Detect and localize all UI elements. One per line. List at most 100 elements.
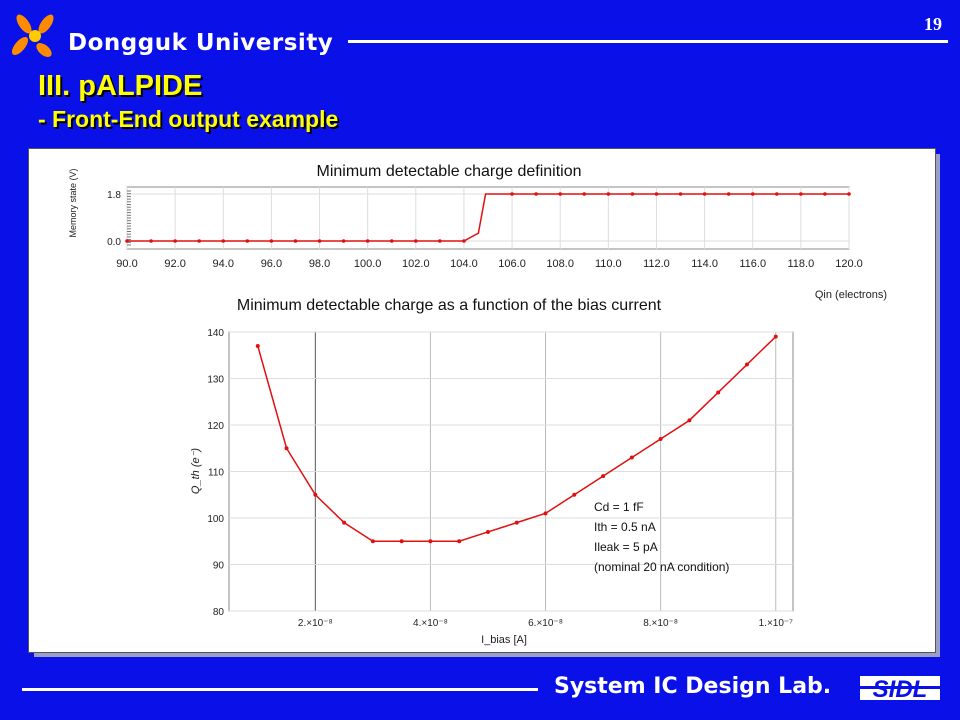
chart2-point: [284, 446, 289, 451]
chart1-point: [702, 192, 707, 196]
chart1-point: [654, 192, 659, 196]
university-logo: [11, 14, 54, 57]
figure-svg: Minimum detectable charge definition Mem…: [68, 163, 887, 646]
annotation-cd: Cd = 1 fF: [594, 500, 644, 514]
chart2-point: [716, 390, 721, 395]
chart2-xtick-label: 8.×10⁻⁸: [643, 618, 678, 629]
chart2-xtick-label: 4.×10⁻⁸: [413, 618, 448, 629]
chart1-point: [414, 239, 418, 243]
slide-title: III. pALPIDE: [38, 70, 203, 102]
chart2-point: [428, 539, 433, 544]
annotation-nominal: (nominal 20 nA condition): [594, 560, 729, 574]
chart1-xtick-label: 108.0: [546, 258, 574, 270]
chart1-series-line: [127, 193, 849, 242]
chart2-point: [543, 511, 548, 516]
chart2-xtick-label: 6.×10⁻⁸: [528, 618, 563, 629]
chart2-point: [629, 455, 634, 460]
chart1-xtick-label: 114.0: [691, 258, 718, 270]
chart1-xtick-label: 112.0: [643, 258, 670, 270]
chart1-xtick-label: 106.0: [498, 258, 526, 270]
chart2-series-line: [257, 336, 777, 542]
chart1-point: [125, 239, 129, 243]
chart2-point: [370, 539, 375, 544]
chart2-ytick-label: 100: [207, 514, 224, 525]
sidl-logo: SIDL: [860, 676, 940, 703]
chart1-ytick-label: 0.0: [107, 237, 121, 248]
chart1-xtick-label: 120.0: [835, 258, 863, 270]
chart1-title: Minimum detectable charge definition: [316, 163, 581, 180]
chart2-ytick-label: 140: [207, 328, 224, 339]
chart2-ylabel: Q_th (e⁻): [190, 448, 202, 494]
chart1-point: [823, 192, 827, 196]
chart1-xtick-label: 104.0: [450, 258, 478, 270]
chart1-point: [221, 239, 226, 243]
chart1-ylabel: Memory state (V): [68, 168, 78, 237]
chart1-point: [317, 239, 322, 243]
chart2-ytick-label: 130: [207, 375, 224, 386]
lab-name: System IC Design Lab.: [554, 674, 832, 699]
chart2-ytick-label: 90: [213, 561, 225, 572]
chart2-point: [773, 334, 778, 339]
chart2-point: [744, 362, 749, 367]
chart1-point: [510, 192, 514, 196]
chart1-point: [630, 192, 635, 196]
chart2-point: [313, 492, 318, 497]
chart1-point: [726, 192, 731, 196]
chart1-point: [678, 192, 683, 196]
chart2-point: [514, 520, 519, 525]
chart1-point: [558, 192, 562, 196]
chart1-xtick-label: 100.0: [354, 258, 382, 270]
chart2-point: [658, 436, 663, 441]
slide-subtitle: - Front-End output example: [38, 106, 339, 132]
chart2-point: [399, 539, 404, 544]
chart1-point: [365, 239, 370, 243]
chart2-xtick-label: 1.×10⁻⁷: [759, 618, 794, 629]
chart1-frame: [126, 186, 850, 250]
chart2-point: [255, 343, 260, 348]
chart1-point: [173, 239, 177, 243]
chart2-xtick-label: 2.×10⁻⁸: [298, 618, 333, 629]
annotation-ith: Ith = 0.5 nA: [594, 520, 656, 534]
university-name: Dongguk University: [68, 30, 334, 56]
chart2-title: Minimum detectable charge as a function …: [237, 297, 662, 314]
chart2-point: [342, 520, 347, 525]
chart2-point: [457, 539, 462, 544]
chart2-annotations: Cd = 1 fF Ith = 0.5 nA Ileak = 5 pA (nom…: [594, 500, 729, 574]
chart1-point: [149, 239, 153, 243]
chart1-xtick-label: 94.0: [213, 258, 234, 270]
chart1-xlabel: Qin (electrons): [815, 289, 887, 301]
chart2-xlabel: I_bias [A]: [481, 634, 527, 646]
chart1-point: [389, 239, 394, 243]
chart1-point: [582, 192, 587, 196]
chart1-point: [847, 192, 851, 196]
chart1-xtick-label: 92.0: [164, 258, 185, 270]
chart2-point: [687, 418, 692, 423]
annotation-ileak: Ileak = 5 pA: [594, 540, 658, 554]
chart2-ytick-label: 120: [207, 421, 224, 432]
chart1-point: [534, 192, 538, 196]
chart1-ytick-label: 1.8: [107, 190, 121, 201]
chart1-point: [245, 239, 250, 243]
chart1-xtick-label: 116.0: [739, 258, 766, 270]
chart1-xtick-label: 110.0: [595, 258, 622, 270]
chart1-xtick-label: 98.0: [309, 258, 330, 270]
chart1-point: [269, 239, 274, 243]
chart1-xtick-label: 96.0: [261, 258, 282, 270]
chart1-point: [293, 239, 298, 243]
chart1-point: [462, 239, 466, 243]
chart1-xtick-label: 102.0: [402, 258, 430, 270]
chart1-point: [438, 239, 442, 243]
header-divider: [348, 40, 948, 43]
chart1-point: [775, 192, 779, 196]
chart1-xtick-label: 90.0: [116, 258, 137, 270]
chart1-point: [197, 239, 201, 243]
chart1-xtick-label: 118.0: [788, 258, 815, 270]
chart2-point: [572, 492, 577, 497]
chart1-point: [799, 192, 803, 196]
figure-panel: Minimum detectable charge definition Mem…: [28, 148, 936, 653]
chart1-point: [341, 239, 346, 243]
sidl-logo-text: SIDL: [873, 676, 928, 703]
chart2-point: [485, 529, 490, 534]
page-number: 19: [924, 14, 942, 34]
chart1-point: [750, 192, 755, 196]
